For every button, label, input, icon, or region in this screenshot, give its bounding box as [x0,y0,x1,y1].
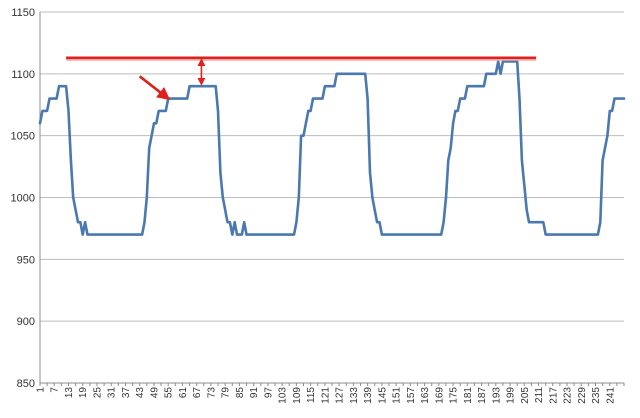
x-tick-label: 199 [506,387,517,404]
x-tick-label: 73 [206,387,217,399]
x-tick-label: 157 [406,387,417,404]
x-tick-label: 19 [78,387,89,399]
x-tick-label: 169 [434,387,445,404]
x-tick-label: 1 [36,387,47,393]
x-tick-label: 211 [534,387,545,403]
y-tick-label: 1050 [11,131,35,143]
x-tick-label: 151 [392,387,403,404]
x-tick-label: 235 [591,387,602,404]
x-axis-tick-labels: 1 7 13 19 25 31 37 43 49 55 61 67 73 79 85 91 97 103 109 11… [36,387,617,404]
x-tick-label: 79 [221,387,232,399]
y-tick-label: 950 [17,254,35,266]
x-tick-label: 145 [377,387,388,404]
annotations-group [66,56,537,101]
x-tick-label: 205 [520,387,531,404]
pointer-arrow [138,75,171,101]
series-group [38,60,626,236]
x-tick-label: 55 [164,387,175,399]
y-tick-label: 1000 [11,193,35,205]
x-tick-label: 103 [278,387,289,404]
axes [39,12,625,386]
x-tick-label: 31 [107,387,118,399]
x-tick-label: 43 [135,387,146,399]
x-tick-label: 229 [577,387,588,404]
x-tick-label: 37 [121,387,132,399]
gridlines [40,11,624,384]
y-tick-label: 1100 [11,69,35,81]
x-tick-label: 61 [178,387,189,399]
x-tick-label: 181 [463,387,474,404]
x-tick-label: 7 [50,387,61,393]
x-tick-label: 91 [249,387,260,399]
x-tick-label: 193 [491,387,502,404]
x-tick-label: 25 [92,387,103,399]
x-tick-label: 217 [548,387,559,404]
series-line [38,60,626,236]
x-tick-label: 127 [335,387,346,404]
y-axis-tick-labels: 850 900 950 1000 1050 1100 1150 [11,7,35,390]
y-tick-label: 900 [17,316,35,328]
y-tick-label: 1150 [11,7,35,19]
x-tick-label: 49 [149,387,160,399]
x-tick-label: 139 [363,387,374,404]
x-tick-label: 67 [192,387,203,399]
x-tick-label: 115 [306,387,317,403]
x-tick-label: 97 [263,387,274,399]
x-tick-label: 187 [477,387,488,404]
x-tick-label: 13 [64,387,75,399]
x-tick-label: 163 [420,387,431,404]
x-tick-label: 85 [235,387,246,399]
x-tick-label: 241 [605,387,616,404]
x-tick-label: 175 [449,387,460,404]
x-tick-label: 109 [292,387,303,404]
x-tick-label: 133 [349,387,360,404]
y-tick-label: 850 [17,378,35,390]
x-tick-label: 223 [563,387,574,404]
x-tick-label: 121 [320,387,331,404]
